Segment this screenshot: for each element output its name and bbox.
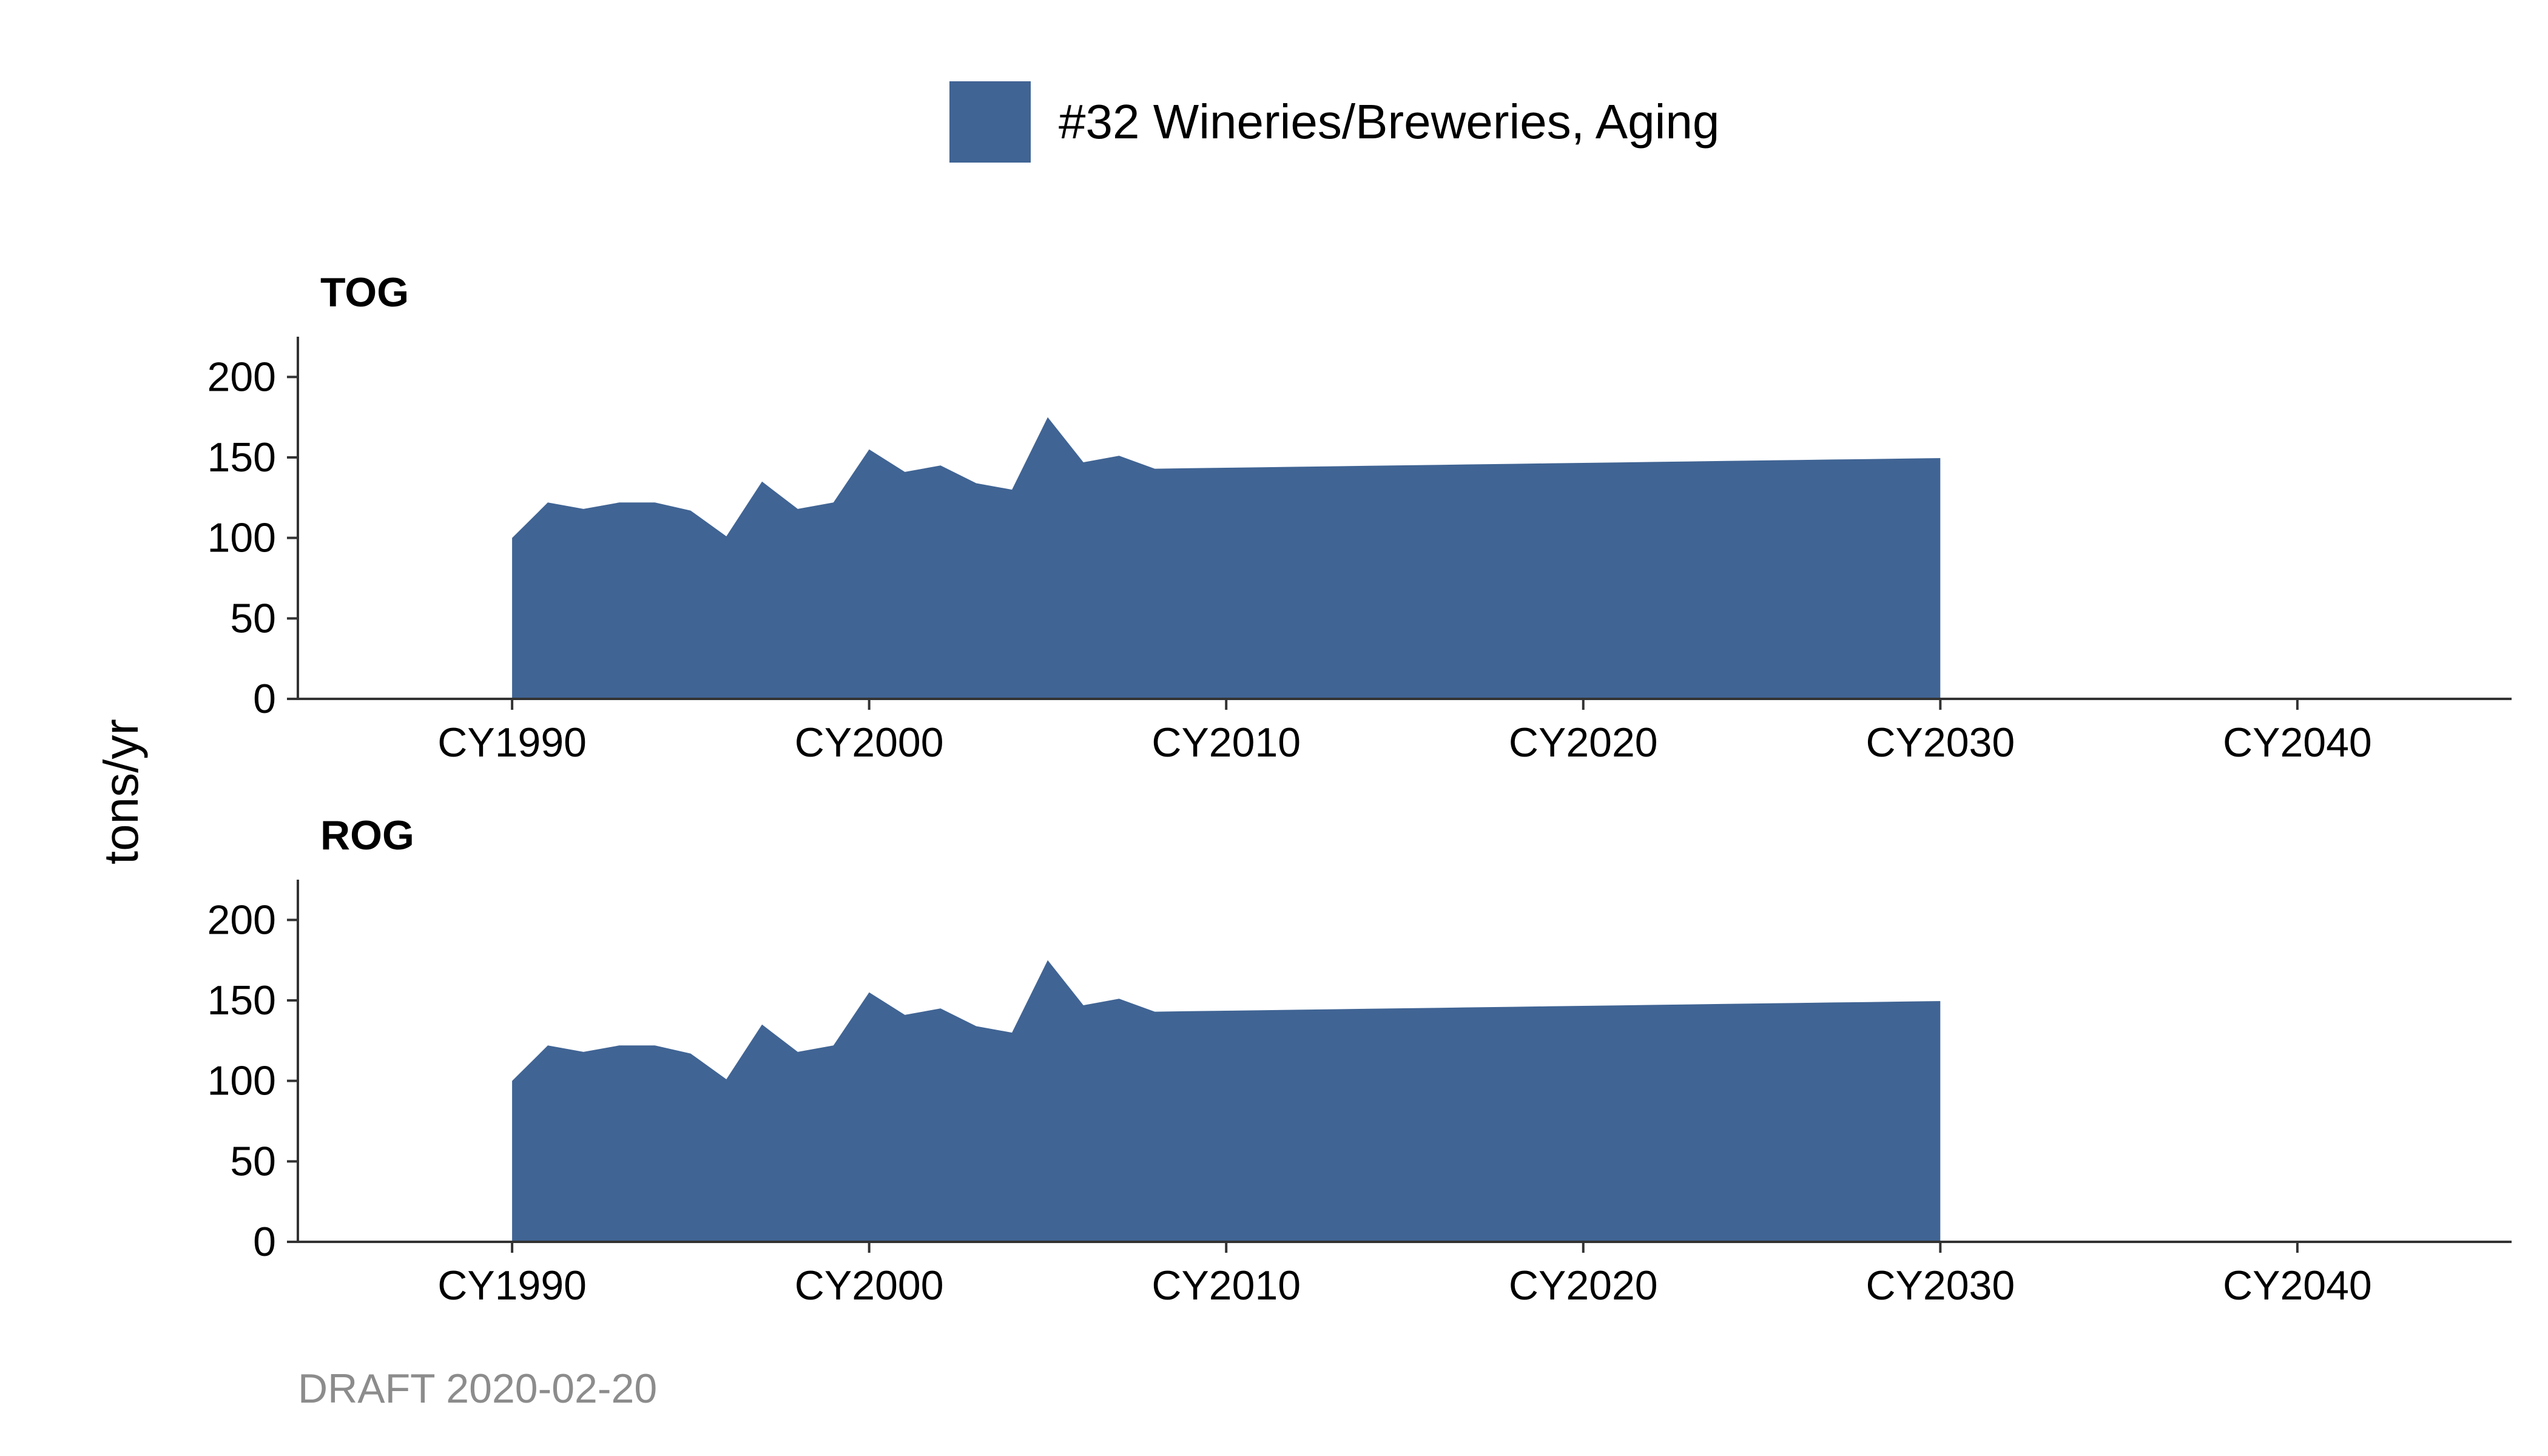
y-tick-label: 0	[253, 676, 276, 722]
area-series-rog	[512, 960, 1941, 1242]
x-tick-label: CY2030	[1866, 1262, 2015, 1309]
x-tick-label: CY2020	[1509, 1262, 1658, 1309]
y-tick-label: 100	[207, 1058, 276, 1104]
y-tick-label: 150	[207, 434, 276, 480]
panel-title: ROG	[320, 812, 414, 858]
y-tick-label: 50	[230, 1138, 276, 1184]
x-tick-label: CY2040	[2223, 720, 2372, 766]
panel-tog: 0 50 100 150 200 CY1990 CY2000 CY2010 CY2020 CY20…	[207, 269, 2512, 766]
x-tick-label: CY1990	[437, 720, 587, 766]
y-tick-label: 200	[207, 897, 276, 943]
x-tick-label: CY2000	[795, 720, 944, 766]
x-tick-label: CY2020	[1509, 720, 1658, 766]
y-tick-label: 100	[207, 515, 276, 561]
x-tick-label: CY2000	[795, 1262, 944, 1309]
draft-footer: DRAFT 2020-02-20	[298, 1366, 658, 1412]
x-tick-label: CY2010	[1151, 1262, 1301, 1309]
legend: #32 Wineries/Breweries, Aging	[949, 81, 1719, 163]
area-series-tog	[512, 417, 1941, 699]
y-tick-label: 150	[207, 977, 276, 1023]
y-tick-label: 0	[253, 1219, 276, 1265]
x-tick-label: CY2010	[1151, 720, 1301, 766]
x-tick-label: CY2040	[2223, 1262, 2372, 1309]
legend-swatch	[949, 81, 1031, 163]
x-tick-label: CY1990	[437, 1262, 587, 1309]
y-tick-label: 200	[207, 354, 276, 400]
legend-label: #32 Wineries/Breweries, Aging	[1059, 94, 1720, 149]
panel-title: TOG	[320, 269, 409, 315]
x-tick-label: CY2030	[1866, 720, 2015, 766]
y-tick-label: 50	[230, 595, 276, 641]
panel-rog: 0 50 100 150 200 CY1990 CY2000 CY2010 CY2020 CY20…	[207, 812, 2512, 1309]
